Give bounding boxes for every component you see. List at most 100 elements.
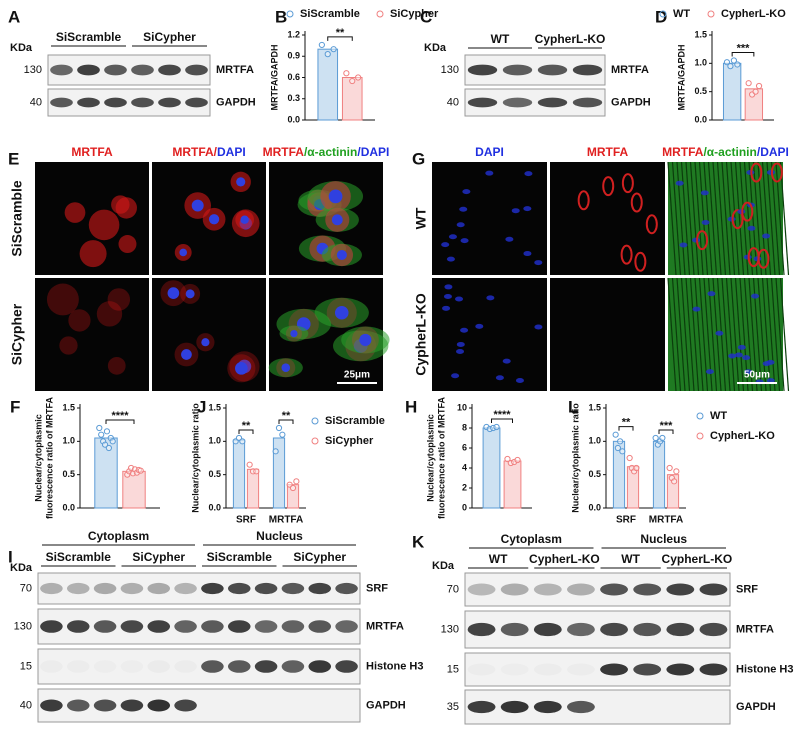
blot-band bbox=[308, 700, 331, 712]
protein-label: MRTFA bbox=[611, 64, 649, 76]
nucleus bbox=[441, 242, 450, 248]
header-part: MRTFA bbox=[662, 145, 704, 159]
nucleus bbox=[236, 177, 246, 187]
legend-marker bbox=[311, 417, 319, 425]
bar bbox=[626, 466, 640, 509]
data-point bbox=[619, 448, 626, 455]
striation bbox=[676, 277, 686, 392]
striation bbox=[748, 277, 758, 392]
y-tick-label: 0.5 bbox=[694, 86, 707, 96]
bar bbox=[232, 439, 246, 509]
protein-label: GAPDH bbox=[216, 96, 256, 108]
blot-band bbox=[281, 660, 305, 673]
scale-label: 25μm bbox=[344, 370, 370, 381]
blot-band bbox=[500, 700, 529, 714]
data-point bbox=[105, 444, 112, 452]
group-label: CypherL-KO bbox=[662, 552, 733, 566]
mw-marker: 15 bbox=[20, 660, 32, 672]
blot-band bbox=[158, 64, 181, 76]
blot-band bbox=[131, 64, 154, 76]
legend-label: WT bbox=[710, 410, 727, 422]
striation bbox=[770, 161, 781, 276]
header-part: DAPI bbox=[361, 145, 390, 159]
blot-band bbox=[121, 660, 144, 673]
blot-band bbox=[335, 620, 358, 633]
y-tick-label: 4 bbox=[462, 462, 467, 472]
striation bbox=[707, 277, 718, 392]
data-point bbox=[652, 434, 659, 442]
striation bbox=[721, 277, 731, 392]
header-part: DAPI bbox=[217, 145, 246, 159]
blot-band bbox=[174, 582, 197, 595]
blot-band bbox=[699, 583, 728, 596]
mrtfa-cell bbox=[68, 309, 91, 332]
striation bbox=[734, 161, 745, 276]
data-point bbox=[107, 434, 114, 442]
blot-band bbox=[67, 660, 90, 673]
blot-band bbox=[537, 64, 568, 76]
blot-band bbox=[600, 622, 628, 637]
bar bbox=[286, 484, 300, 509]
nucleus bbox=[460, 327, 469, 333]
striation bbox=[725, 277, 736, 392]
blot-band bbox=[40, 582, 63, 595]
blot-band bbox=[40, 660, 63, 673]
data-point bbox=[96, 424, 103, 432]
column-header: MRTFA/α-actinin/DAPI bbox=[263, 145, 390, 159]
kda-label: KDa bbox=[10, 42, 33, 54]
data-point bbox=[493, 423, 500, 431]
blot-band bbox=[66, 582, 90, 595]
significance-bracket bbox=[491, 418, 513, 423]
protein-label: Histone H3 bbox=[366, 660, 423, 672]
y-axis-label: MRTFA/GAPDH bbox=[676, 45, 686, 111]
significance-label: *** bbox=[737, 42, 751, 54]
blot-band bbox=[281, 620, 305, 633]
y-tick-label: 1.5 bbox=[588, 402, 601, 412]
bar bbox=[317, 48, 339, 121]
blot-band bbox=[77, 97, 100, 108]
row-label: CypherL-KO bbox=[413, 293, 429, 376]
panel-letter: G bbox=[412, 149, 425, 168]
mrtfa-signal bbox=[577, 190, 590, 211]
nucleus bbox=[185, 289, 195, 299]
y-tick-label: 0.3 bbox=[287, 93, 300, 103]
group-label: CypherL-KO bbox=[529, 552, 600, 566]
group-label: CypherL-KO bbox=[535, 32, 606, 46]
data-point bbox=[98, 431, 105, 438]
panel-letter: D bbox=[655, 7, 667, 26]
blot-band bbox=[567, 700, 595, 714]
header-part: MRTFA bbox=[587, 145, 629, 159]
blot-band bbox=[335, 582, 358, 595]
nucleus bbox=[290, 329, 298, 338]
nucleus bbox=[460, 238, 469, 244]
header-part: DAPI bbox=[760, 145, 789, 159]
group-label: SiCypher bbox=[143, 30, 196, 44]
nucleus bbox=[524, 171, 533, 177]
header-part: MRTFA bbox=[263, 145, 305, 159]
y-tick-label: 1.0 bbox=[62, 436, 75, 446]
blot-band bbox=[104, 97, 127, 108]
data-point bbox=[723, 59, 731, 66]
legend-label: WT bbox=[673, 8, 690, 20]
nucleus bbox=[744, 369, 753, 375]
blot-band bbox=[227, 582, 251, 595]
group-label: SiScramble bbox=[56, 30, 122, 44]
blot-band bbox=[174, 699, 197, 712]
protein-label: MRTFA bbox=[216, 64, 254, 76]
y-axis-label: MRTFA/GAPDH bbox=[269, 45, 279, 111]
nucleus bbox=[715, 330, 724, 336]
significance-bracket bbox=[731, 52, 755, 57]
fraction-header: Nucleus bbox=[640, 532, 687, 546]
data-point bbox=[617, 438, 624, 445]
striation bbox=[703, 161, 713, 276]
nucleus bbox=[762, 233, 771, 239]
protein-label: Histone H3 bbox=[736, 663, 793, 675]
nucleus bbox=[201, 338, 210, 347]
striation bbox=[685, 277, 695, 392]
striation bbox=[730, 277, 740, 392]
fraction-header: Cytoplasm bbox=[501, 532, 562, 546]
mw-marker: 130 bbox=[14, 620, 32, 632]
blot-band bbox=[120, 582, 144, 595]
significance-label: **** bbox=[111, 410, 129, 422]
